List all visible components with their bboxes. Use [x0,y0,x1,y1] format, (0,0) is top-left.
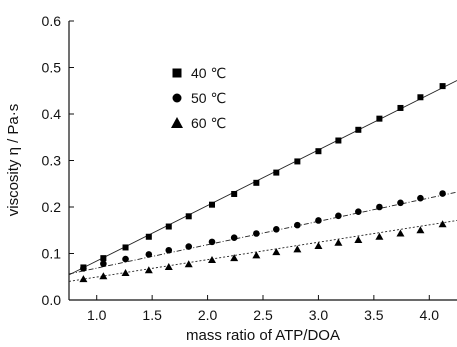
x-tick-label: 3.5 [364,307,384,323]
data-point-circle [376,204,383,211]
data-point-circle [397,200,404,207]
data-point-square [315,148,321,154]
data-point-square [100,255,106,261]
data-point-circle [80,265,87,272]
y-tick-label: 0.3 [42,153,62,169]
data-point-circle [185,243,192,250]
data-point-square [186,213,192,219]
data-point-triangle [396,230,404,237]
data-point-circle [122,256,129,263]
data-point-circle [417,195,424,202]
data-point-circle [355,208,362,215]
data-point-triangle [185,260,193,267]
data-point-square [209,202,215,208]
data-point-square [417,94,423,100]
data-point-circle [335,213,342,220]
legend: 40 ℃ 50 ℃ 60 ℃ [171,65,226,131]
data-point-circle [439,190,446,197]
data-point-circle [294,222,301,229]
y-tick-label: 0.4 [42,106,62,122]
x-tick-label: 1.5 [142,307,162,323]
data-point-triangle [272,248,280,255]
y-tick-label: 0.6 [42,13,62,29]
x-axis-title: mass ratio of ATP/DOA [186,327,340,344]
data-point-circle [165,247,172,254]
data-point-triangle [230,254,238,261]
x-tick-label: 1.0 [87,307,107,323]
data-point-square [397,105,403,111]
data-point-square [123,244,129,250]
y-tick-label: 0.0 [42,292,62,308]
data-point-circle [253,230,260,237]
data-point-circle [209,239,216,246]
y-tick-label: 0.1 [42,246,62,262]
data-point-circle [273,226,280,233]
data-point-square [166,224,172,230]
data-point-circle [231,234,238,241]
data-point-square [294,158,300,164]
data-point-triangle [416,226,424,233]
legend-marker-triangle [171,117,183,128]
legend-label: 40 ℃ [191,65,226,81]
data-point-triangle [252,251,260,258]
y-tick-label: 0.5 [42,60,62,76]
x-tick-label: 2.0 [198,307,218,323]
data-point-triangle [375,233,383,240]
data-point-square [273,170,279,176]
data-point-square [376,116,382,122]
legend-label: 60 ℃ [191,115,226,131]
x-tick-label: 2.5 [253,307,273,323]
y-tick-label: 0.2 [42,199,62,215]
data-point-square [335,138,341,144]
legend-marker-square [173,69,182,78]
x-tick-label: 4.0 [420,307,440,323]
legend-marker-circle [173,94,182,103]
data-point-triangle [439,220,447,227]
data-point-circle [100,260,107,267]
data-point-triangle [354,236,362,243]
data-point-square [146,234,152,240]
x-tick-label: 3.0 [309,307,329,323]
data-point-triangle [122,269,130,276]
data-point-triangle [165,263,173,270]
data-point-square [231,191,237,197]
legend-label: 50 ℃ [191,90,226,106]
x-axis-ticks: 1.0 1.5 2.0 2.5 3.0 3.5 4.0 [87,295,439,323]
data-point-square [440,83,446,89]
data-point-circle [315,217,322,224]
y-axis-title: viscosity η / Pa·s [5,104,22,217]
data-point-square [355,127,361,133]
data-point-circle [146,251,153,258]
data-point-square [253,180,259,186]
